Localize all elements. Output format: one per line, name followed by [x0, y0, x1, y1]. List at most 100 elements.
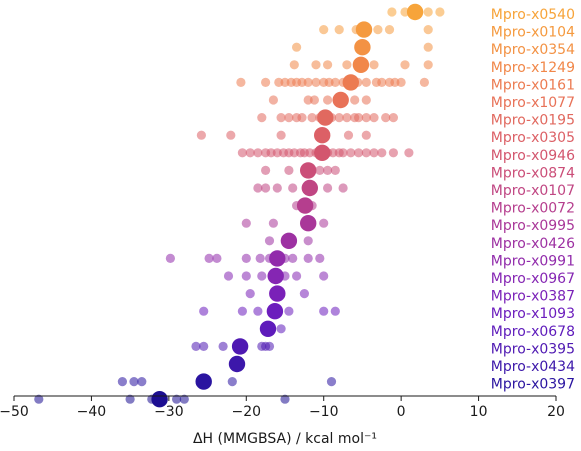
data-point: [199, 341, 209, 351]
series-label: Mpro-x0967: [491, 271, 575, 287]
data-point: [284, 306, 294, 316]
series-label: Mpro-x0161: [491, 77, 575, 93]
series-row: [257, 109, 398, 126]
series-row: [253, 179, 348, 197]
mean-point: [314, 144, 331, 161]
series-label: Mpro-x0397: [491, 377, 575, 393]
series-label: Mpro-x0107: [491, 183, 575, 199]
data-point: [423, 25, 433, 35]
series-row: [196, 127, 371, 144]
data-point: [253, 306, 263, 316]
series-label: Mpro-x0995: [491, 218, 575, 234]
data-point: [34, 394, 44, 404]
data-point: [241, 218, 251, 228]
data-point: [361, 113, 371, 123]
data-point: [354, 113, 364, 123]
mean-point: [267, 267, 284, 285]
series-label: Mpro-x0946: [491, 148, 575, 164]
series-label: Mpro-x0874: [491, 165, 575, 181]
series-label: Mpro-x1077: [491, 95, 575, 111]
data-point: [423, 42, 433, 52]
data-point: [361, 130, 371, 140]
data-point: [237, 306, 247, 316]
data-point: [196, 130, 206, 140]
data-point: [387, 7, 397, 17]
data-point: [288, 253, 298, 263]
data-point: [303, 236, 313, 246]
data-point: [191, 341, 201, 351]
data-point: [319, 218, 329, 228]
data-point: [323, 60, 333, 70]
series-label: Mpro-x0991: [491, 253, 575, 269]
mean-point: [300, 215, 317, 232]
series-row: [261, 162, 340, 179]
data-point: [289, 60, 299, 70]
data-point: [361, 77, 371, 87]
data-point: [346, 148, 356, 158]
data-point: [400, 60, 410, 70]
series-row: [236, 74, 429, 91]
series-label: Mpro-x0305: [491, 130, 575, 146]
data-point: [338, 148, 348, 158]
data-point: [245, 148, 255, 158]
data-point: [423, 7, 433, 17]
series-row: [223, 267, 329, 285]
data-point: [342, 113, 352, 123]
mean-point: [269, 285, 286, 302]
data-point: [423, 60, 433, 70]
mean-point: [228, 355, 246, 373]
data-point: [307, 113, 317, 123]
data-point: [350, 95, 360, 105]
data-point: [369, 148, 379, 158]
data-point: [334, 25, 344, 35]
series-row: [292, 197, 317, 214]
mean-point: [231, 338, 249, 355]
data-point: [361, 95, 371, 105]
data-point: [311, 60, 321, 70]
data-point: [323, 183, 333, 193]
data-point: [129, 377, 139, 387]
mean-point: [314, 127, 331, 144]
mean-point: [280, 232, 298, 249]
mean-point: [352, 56, 370, 73]
series-label: Mpro-x0387: [491, 289, 575, 305]
x-tick-label: 10: [470, 404, 488, 420]
mean-point: [332, 91, 349, 109]
data-point: [223, 271, 234, 281]
data-point: [199, 306, 209, 316]
series-label: Mpro-x0426: [491, 236, 575, 252]
data-point: [125, 394, 135, 404]
data-point: [338, 183, 348, 193]
data-point: [323, 165, 333, 175]
data-point: [381, 113, 391, 123]
data-point: [264, 236, 275, 246]
series-label: Mpro-x0434: [491, 359, 575, 375]
mean-point: [266, 303, 284, 320]
data-point: [284, 113, 294, 123]
data-point: [253, 183, 263, 193]
data-point: [284, 165, 294, 175]
series-row: [289, 56, 433, 73]
data-point: [268, 218, 278, 228]
series-label: Mpro-x0678: [491, 324, 575, 340]
data-point: [388, 148, 398, 158]
data-point: [245, 289, 255, 299]
series-label: Mpro-x1093: [491, 306, 575, 322]
data-point: [388, 113, 398, 123]
data-point: [253, 148, 263, 158]
data-point: [172, 394, 182, 404]
data-point: [315, 253, 325, 263]
mean-point: [269, 250, 286, 267]
data-point: [257, 113, 267, 123]
mean-point: [342, 74, 359, 91]
x-tick-label: 20: [547, 404, 565, 420]
x-tick-label: 0: [397, 404, 406, 420]
data-point: [255, 253, 265, 263]
mean-point: [151, 391, 168, 408]
data-point: [334, 113, 344, 123]
series-row: [319, 21, 433, 38]
series-row: [165, 250, 325, 267]
series-label: Mpro-x0104: [491, 25, 575, 41]
mean-point: [355, 21, 373, 38]
